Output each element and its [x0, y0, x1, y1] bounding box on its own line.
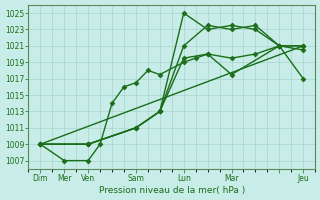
- X-axis label: Pression niveau de la mer( hPa ): Pression niveau de la mer( hPa ): [99, 186, 245, 195]
